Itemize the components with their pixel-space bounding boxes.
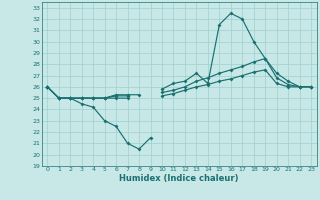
X-axis label: Humidex (Indice chaleur): Humidex (Indice chaleur)	[119, 174, 239, 183]
